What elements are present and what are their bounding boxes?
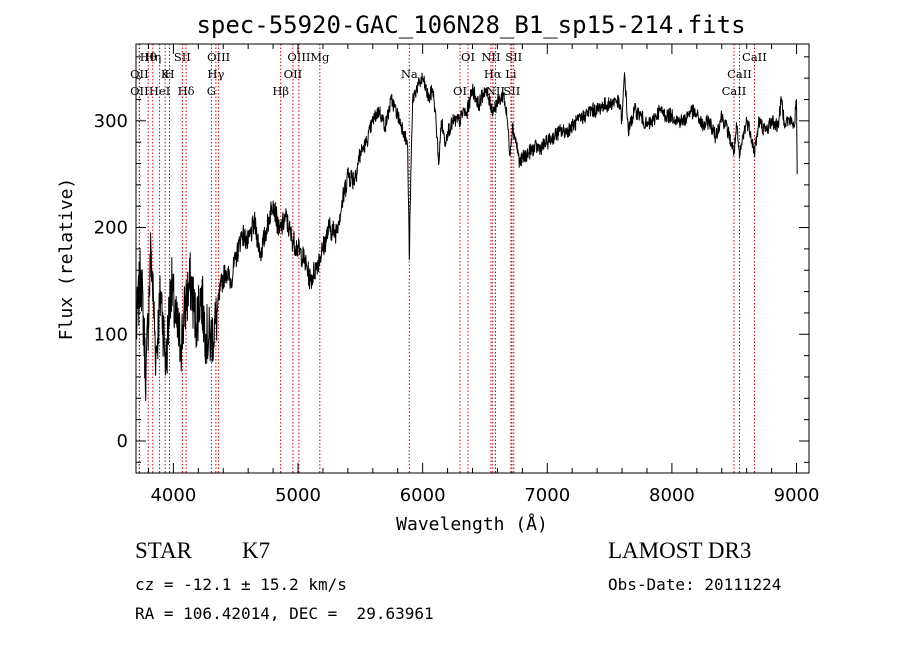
spectral-line-label: K: [161, 67, 170, 81]
spectral-line-label: CaII: [742, 50, 767, 64]
y-axis-label: Flux (relative): [56, 178, 77, 341]
spectral-line-label: Li: [505, 67, 517, 81]
x-tick-label: 5000: [275, 485, 321, 506]
object-subclass: K7: [242, 538, 271, 563]
survey-name: LAMOST DR3: [608, 538, 752, 563]
spectral-line-label: OII: [130, 67, 149, 81]
spectral-line-label: OII: [284, 67, 303, 81]
spectral-line-label: Mg: [310, 50, 330, 64]
spectral-line-label: OIII: [287, 50, 310, 64]
x-tick-label: 8000: [649, 485, 695, 506]
chart-title: spec-55920-GAC_106N28_B1_sp15-214.fits: [196, 11, 745, 39]
spectral-line-label: OI: [461, 50, 475, 64]
spectral-line-label: Hα: [484, 67, 502, 81]
y-tick-label: 0: [117, 431, 128, 452]
y-tick-label: 200: [94, 218, 128, 239]
spectral-line-label: Hθ: [140, 50, 157, 64]
x-tick-label: 7000: [524, 485, 570, 506]
spectral-line-label: SII: [505, 50, 522, 64]
observation-date: Obs-Date: 20111224: [608, 575, 782, 594]
spectral-line-label: Na: [401, 67, 418, 81]
x-axis-label: Wavelength (Å): [396, 513, 548, 535]
spectral-line-label: HeI: [149, 84, 170, 98]
spectrum-line: [135, 72, 798, 402]
y-tick-label: 100: [94, 324, 128, 345]
y-tick-label: 300: [94, 111, 128, 132]
spectral-line-label: NII: [481, 50, 500, 64]
x-tick-label: 9000: [774, 485, 820, 506]
spectral-line-label: Hβ: [272, 84, 289, 98]
spectral-line-label: CaII: [722, 84, 747, 98]
spectrum-layer: [135, 72, 798, 402]
spectral-line-label: Hγ: [207, 67, 224, 81]
spectral-line-label: G: [207, 84, 216, 98]
redshift-velocity: cz = -12.1 ± 15.2 km/s: [135, 575, 347, 594]
spectral-line-label: OI: [453, 84, 467, 98]
spectral-line-label: SII: [503, 84, 520, 98]
spectral-line-label: NII: [486, 84, 505, 98]
spectral-line-label: CaII: [727, 67, 752, 81]
spectral-line-label: H: [165, 67, 175, 81]
spectral-line-label: SII: [174, 50, 191, 64]
spectral-line-label: OIII: [207, 50, 230, 64]
axis-ticks-layer: 4000 5000 6000 7000 8000 9000 0 100 200 300: [94, 44, 820, 506]
x-tick-label: 4000: [150, 485, 196, 506]
object-class: STAR: [135, 538, 192, 563]
spectral-lines-layer: HθKHδOIIIOIIHeISIIHγOIIHηHGOIIIOIIHβMgNa…: [130, 44, 767, 473]
spectral-line-label: Hη: [144, 50, 161, 64]
spectral-line-label: Hδ: [178, 84, 195, 98]
x-tick-label: 6000: [400, 485, 446, 506]
spectral-line-label: OII: [130, 84, 149, 98]
sky-coordinates: RA = 106.42014, DEC = 29.63961: [135, 604, 434, 623]
